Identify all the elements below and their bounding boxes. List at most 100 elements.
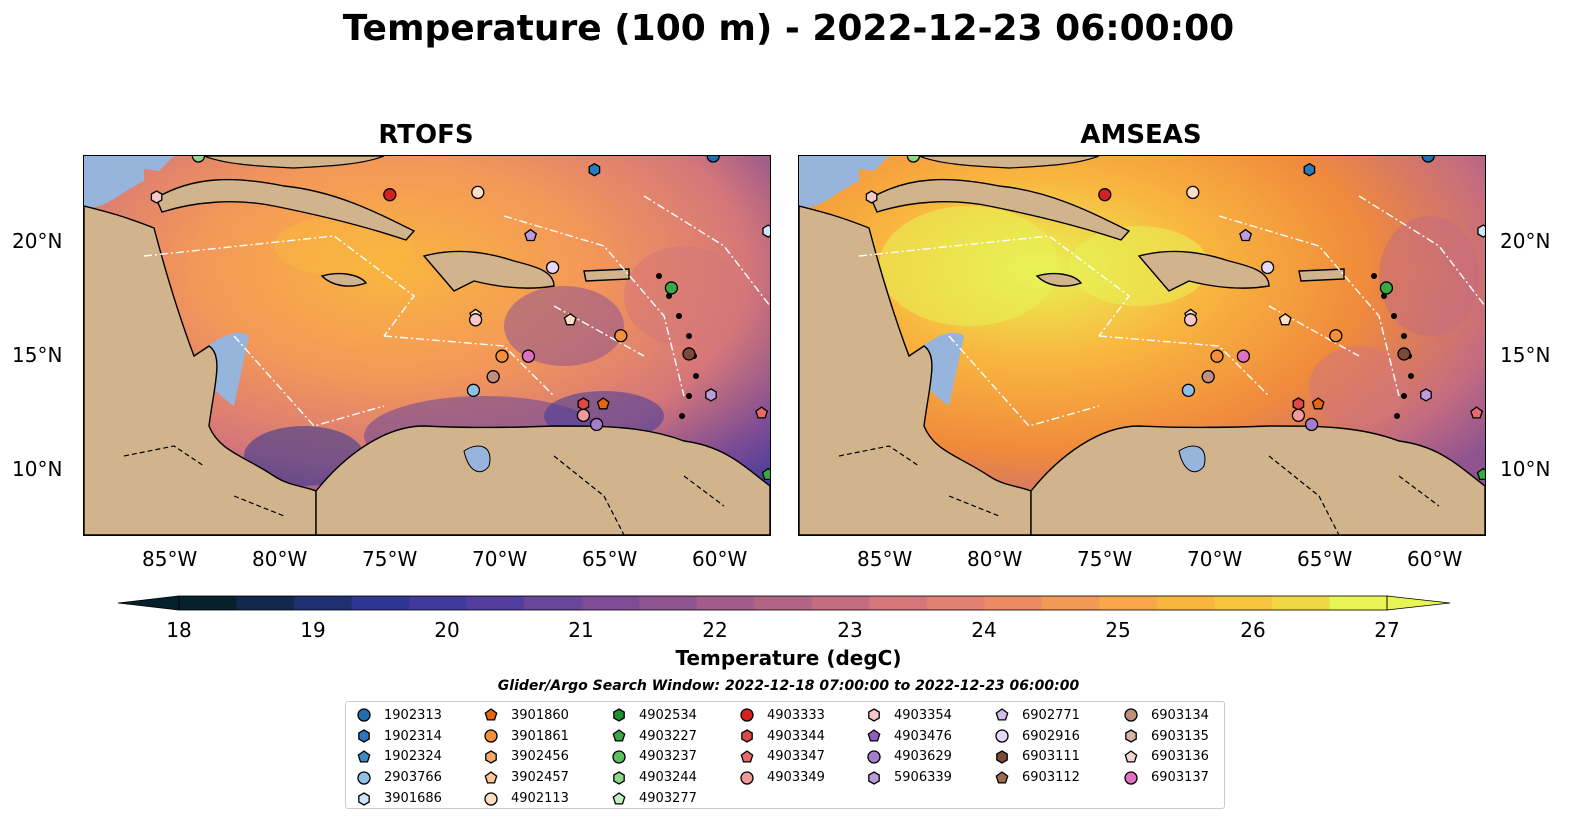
argo-float-marker — [1420, 388, 1432, 402]
island — [686, 393, 692, 399]
lat-tick-label: 15°N — [12, 343, 63, 367]
colorbar-segment — [1099, 596, 1158, 610]
cuba-land — [155, 178, 416, 241]
rtofs-map-panel — [83, 155, 771, 536]
colorbar-extend-high — [1386, 595, 1451, 611]
lon-tick-label: 65°W — [582, 547, 638, 571]
argo-float-marker — [471, 185, 485, 200]
legend-column: 4902534 4903227 4903237 4903244 4903277 — [611, 705, 697, 809]
legend-float-id: 5906339 — [894, 770, 952, 786]
colorbar-extend-low — [117, 595, 180, 611]
lon-tick-label: 85°W — [857, 547, 913, 571]
argo-float-marker — [1201, 370, 1215, 384]
legend-item: 1902324 — [356, 747, 442, 768]
legend-float-id: 1902324 — [384, 749, 442, 765]
argo-float-marker — [1183, 313, 1198, 327]
legend-item: 3901861 — [483, 726, 569, 747]
jamaica-land — [320, 272, 368, 287]
hexagon-marker-icon — [358, 729, 370, 743]
argo-float-marker — [150, 190, 163, 204]
argo-float-marker — [755, 406, 769, 419]
colorbar-tick-label: 22 — [702, 618, 728, 642]
legend-float-id: 4903277 — [639, 791, 697, 807]
argo-float-marker — [577, 397, 590, 411]
hispaniola-land — [1137, 250, 1270, 292]
argo-float-marker — [1239, 228, 1253, 242]
colorbar-segment — [179, 596, 238, 610]
national-border — [948, 495, 1000, 517]
circle-marker-icon — [995, 729, 1009, 743]
pentagon-marker-icon — [612, 729, 626, 742]
argo-float-marker — [486, 370, 500, 384]
legend-item: 4902534 — [611, 705, 697, 726]
hexagon-marker-icon — [485, 750, 497, 764]
float-legend: 1902313 1902314 1902324 2903766 3901686 39018… — [345, 701, 1225, 809]
hexagon-marker-icon — [996, 750, 1008, 764]
south-america-land — [1030, 425, 1485, 535]
eez-boundary — [643, 195, 770, 307]
legend-float-id: 3901861 — [511, 728, 569, 744]
legend-float-id: 6903137 — [1151, 770, 1209, 786]
legend-item: 1902314 — [356, 726, 442, 747]
colorbar-segment — [1271, 596, 1330, 610]
puerto-rico-land — [583, 268, 630, 282]
eez-boundary — [383, 335, 555, 397]
colorbar-segment — [639, 596, 698, 610]
legend-float-id: 1902314 — [384, 728, 442, 744]
hexagon-marker-icon — [613, 771, 625, 785]
circle-marker-icon — [612, 750, 626, 764]
national-border — [553, 455, 625, 535]
lon-tick-label: 85°W — [142, 547, 198, 571]
temperature-colorbar — [117, 595, 1451, 611]
colorbar-tick-label: 27 — [1374, 618, 1400, 642]
gulf-shelf — [84, 156, 144, 207]
argo-float-marker — [1470, 406, 1484, 419]
legend-column: 1902313 1902314 1902324 2903766 3901686 — [356, 705, 442, 809]
legend-float-id: 4903344 — [767, 728, 825, 744]
legend-item: 6903136 — [1123, 747, 1209, 768]
legend-float-id: 6903111 — [1022, 749, 1080, 765]
legend-column: 6902771 6902916 6903111 6903112 — [994, 705, 1080, 788]
circle-marker-icon — [484, 791, 498, 806]
circle-marker-icon — [484, 729, 498, 743]
island — [676, 313, 682, 319]
lon-tick-label: 65°W — [1297, 547, 1353, 571]
hexagon-marker-icon — [868, 708, 880, 723]
legend-float-id: 4903354 — [894, 707, 952, 723]
colorbar-segment — [811, 596, 870, 610]
hexagon-marker-icon — [613, 708, 625, 723]
legend-float-id: 4903629 — [894, 749, 952, 765]
panel-title-rtofs: RTOFS — [378, 120, 474, 150]
legend-item: 4903277 — [611, 788, 697, 809]
legend-item: 6902771 — [994, 705, 1080, 726]
national-border — [683, 475, 725, 507]
legend-item: 3902456 — [483, 747, 569, 768]
circle-marker-icon — [1124, 708, 1138, 723]
argo-float-marker — [1329, 329, 1343, 343]
colorbar-tick-label: 24 — [971, 618, 997, 642]
colorbar-tick-label: 23 — [837, 618, 863, 642]
argo-float-marker — [706, 156, 720, 163]
legend-item: 4903629 — [866, 747, 952, 768]
legend-float-id: 1902313 — [384, 707, 442, 723]
south-america-land — [315, 425, 770, 535]
argo-float-marker — [1477, 224, 1485, 238]
argo-float-marker — [191, 156, 206, 163]
temperature-anomaly — [1309, 346, 1409, 426]
argo-float-marker — [1303, 162, 1316, 177]
argo-float-marker — [1210, 349, 1224, 363]
argo-float-marker — [596, 397, 610, 410]
national-border — [123, 445, 205, 467]
legend-item: 6903134 — [1123, 705, 1209, 726]
argo-float-marker — [1260, 260, 1275, 275]
argo-float-marker — [495, 349, 509, 363]
argo-float-marker — [1278, 312, 1292, 326]
legend-item: 6903135 — [1123, 726, 1209, 747]
argo-float-marker — [468, 313, 483, 327]
legend-float-id: 6902916 — [1022, 728, 1080, 744]
argo-float-marker — [865, 190, 878, 204]
argo-float-marker — [682, 347, 696, 361]
lat-tick-label: 20°N — [12, 229, 63, 253]
search-window-text: Glider/Argo Search Window: 2022-12-18 07… — [497, 678, 1080, 694]
legend-item: 4903344 — [739, 726, 825, 747]
